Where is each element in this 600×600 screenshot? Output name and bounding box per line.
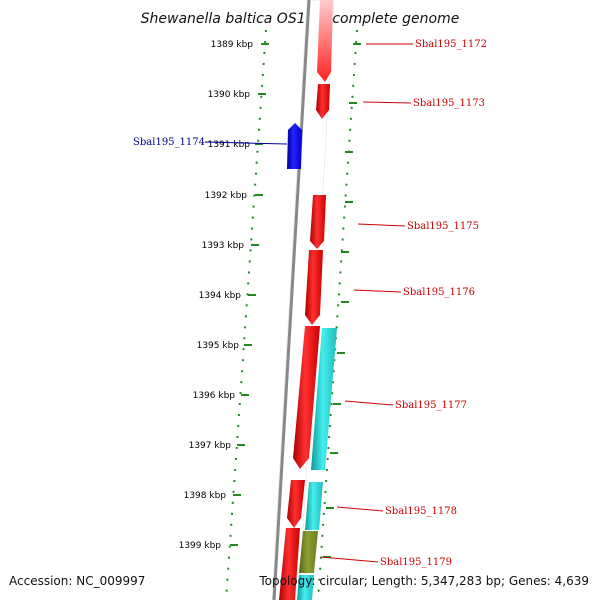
backbone-band — [271, 0, 335, 600]
gene-feature-sbal195-1177[interactable] — [293, 326, 320, 469]
gene-feature-sbal195-1172[interactable] — [317, 0, 333, 82]
axis-line — [272, 0, 311, 600]
tick-label: 1392 kbp — [205, 191, 248, 201]
leader-line — [362, 101, 412, 104]
tick-label: 1399 kbp — [179, 541, 222, 551]
gene-label-sbal195-1178[interactable]: Sbal195_1178 — [385, 506, 457, 517]
label-leaders — [204, 43, 413, 563]
tick-label: 1397 kbp — [189, 441, 232, 451]
gene-labels: Sbal195_1172 Sbal195_1173 Sbal195_1174 S… — [133, 39, 487, 568]
gene-label-sbal195-1175[interactable]: Sbal195_1175 — [407, 221, 479, 232]
feature-teal-long[interactable] — [311, 328, 337, 470]
tick-label: 1393 kbp — [202, 241, 245, 251]
gene-label-sbal195-1174[interactable]: Sbal195_1174 — [133, 137, 205, 148]
tick-label: 1390 kbp — [208, 90, 251, 100]
gene-feature-sbal195-1179[interactable] — [279, 528, 300, 600]
gene-features — [279, 0, 337, 600]
left-ruler-line — [225, 29, 267, 600]
topology-text: Topology: circular; Length: 5,347,283 bp… — [259, 574, 589, 588]
gene-feature-sbal195-1174[interactable] — [287, 123, 302, 169]
feature-teal-short[interactable] — [305, 482, 323, 530]
gene-label-sbal195-1179[interactable]: Sbal195_1179 — [380, 557, 452, 568]
gene-label-sbal195-1177[interactable]: Sbal195_1177 — [395, 400, 467, 411]
leader-line — [336, 506, 384, 512]
gene-label-sbal195-1172[interactable]: Sbal195_1172 — [415, 39, 487, 50]
leader-line — [320, 556, 379, 563]
leader-line — [344, 400, 394, 406]
tick-label: 1394 kbp — [199, 291, 242, 301]
gene-feature-sbal195-1176[interactable] — [305, 250, 323, 325]
leader-line — [204, 141, 288, 145]
tick-label: 1389 kbp — [211, 40, 254, 50]
tick-label: 1396 kbp — [193, 391, 236, 401]
gene-feature-sbal195-1178[interactable] — [287, 480, 305, 528]
leader-line — [357, 223, 406, 227]
gene-label-sbal195-1176[interactable]: Sbal195_1176 — [403, 287, 475, 298]
accession-text: Accession: NC_009997 — [9, 574, 146, 588]
genome-title: Shewanella baltica OS195, complete genom… — [141, 11, 460, 27]
gene-feature-sbal195-1175[interactable] — [310, 195, 326, 249]
tick-label: 1391 kbp — [208, 140, 251, 150]
leader-line — [353, 289, 402, 293]
ruler-ticks: 1389 kbp 1390 kbp 1391 kbp 1392 kbp 1393… — [179, 40, 361, 558]
tick-label: 1398 kbp — [184, 491, 227, 501]
gene-feature-sbal195-1173[interactable] — [316, 84, 330, 119]
gene-label-sbal195-1173[interactable]: Sbal195_1173 — [413, 98, 485, 109]
feature-teal-bottom[interactable] — [297, 575, 314, 600]
feature-olive[interactable] — [299, 531, 318, 573]
tick-label: 1395 kbp — [197, 341, 240, 351]
